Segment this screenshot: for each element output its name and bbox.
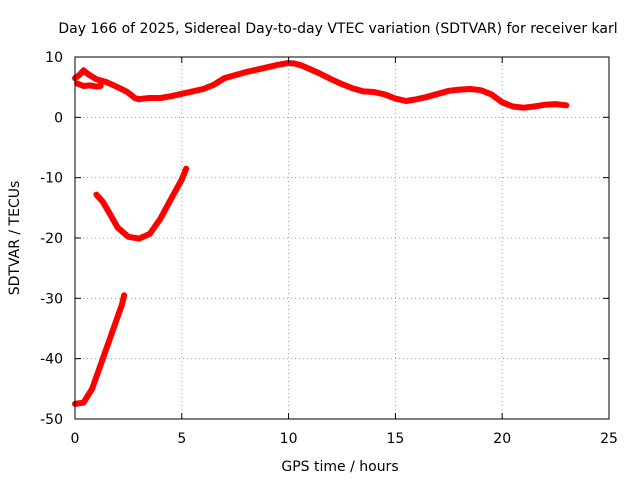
grid-lines	[75, 57, 609, 419]
y-tick-label: -40	[40, 352, 63, 368]
axis-ticks: 0 5 10 15 20 25 -50 -40 -30 -20 -10 0 10	[40, 50, 618, 447]
y-axis-label: SDTVAR / TECUs	[7, 181, 23, 296]
x-tick-label: 25	[600, 431, 618, 447]
y-tick-label: 10	[45, 50, 63, 66]
y-tick-label: -30	[40, 291, 63, 307]
series-line-short-segment	[74, 80, 104, 90]
series-line-lower-rise	[72, 292, 128, 407]
x-tick-label: 5	[177, 431, 186, 447]
y-tick-label: -20	[40, 231, 63, 247]
x-tick-label: 10	[280, 431, 298, 447]
series-line-mid-arc	[93, 165, 190, 242]
data-series	[72, 60, 570, 407]
x-axis-label: GPS time / hours	[281, 459, 398, 475]
y-tick-label: 0	[54, 110, 63, 126]
x-tick-label: 20	[493, 431, 511, 447]
x-tick-label: 15	[386, 431, 404, 447]
series-line-main-track	[72, 60, 570, 111]
x-tick-label: 0	[71, 431, 80, 447]
chart-title: Day 166 of 2025, Sidereal Day-to-day VTE…	[58, 21, 617, 37]
y-tick-label: -10	[40, 171, 63, 187]
y-tick-label: -50	[40, 412, 63, 428]
